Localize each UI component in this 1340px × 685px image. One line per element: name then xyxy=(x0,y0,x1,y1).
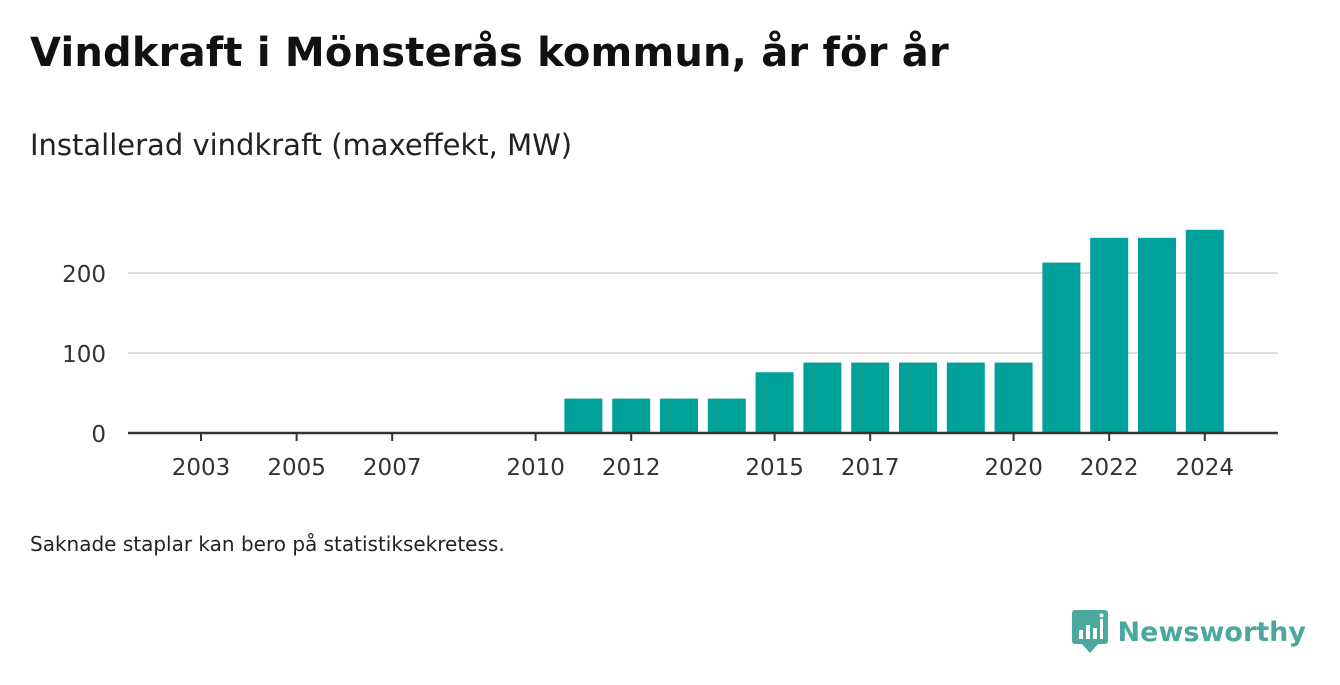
bar xyxy=(660,398,698,433)
brand-logo: Newsworthy xyxy=(1071,610,1306,654)
x-tick-label: 2022 xyxy=(1080,455,1139,481)
x-tick-label: 2017 xyxy=(841,455,900,481)
chart-title: Vindkraft i Mönsterås kommun, år för år xyxy=(30,30,949,76)
y-tick-label: 200 xyxy=(62,262,106,288)
bar xyxy=(1138,237,1176,433)
x-tick-label: 2010 xyxy=(506,455,565,481)
bar xyxy=(1090,237,1129,433)
x-tick-label: 2024 xyxy=(1176,455,1235,481)
x-tick-label: 2015 xyxy=(745,455,804,481)
bar xyxy=(707,398,746,433)
y-tick-label: 0 xyxy=(91,422,106,448)
x-tick-label: 2005 xyxy=(267,455,326,481)
x-tick-label: 2012 xyxy=(602,455,661,481)
footnote: Saknade staplar kan bero på statistiksek… xyxy=(30,532,505,556)
brand-name: Newsworthy xyxy=(1117,616,1306,648)
bar xyxy=(1185,229,1224,433)
bar xyxy=(564,398,603,433)
bar xyxy=(612,398,651,433)
bar xyxy=(755,372,794,433)
bar xyxy=(1042,262,1081,433)
bar xyxy=(994,362,1033,433)
x-tick-label: 2003 xyxy=(172,455,231,481)
bar xyxy=(851,362,890,433)
y-tick-label: 100 xyxy=(62,342,106,368)
chart-subtitle: Installerad vindkraft (maxeffekt, MW) xyxy=(30,128,573,162)
x-tick-label: 2007 xyxy=(363,455,422,481)
bar xyxy=(803,362,842,433)
newsworthy-logo-icon xyxy=(1071,610,1108,653)
x-tick-label: 2020 xyxy=(984,455,1043,481)
bar xyxy=(899,362,937,433)
bar xyxy=(946,362,985,433)
